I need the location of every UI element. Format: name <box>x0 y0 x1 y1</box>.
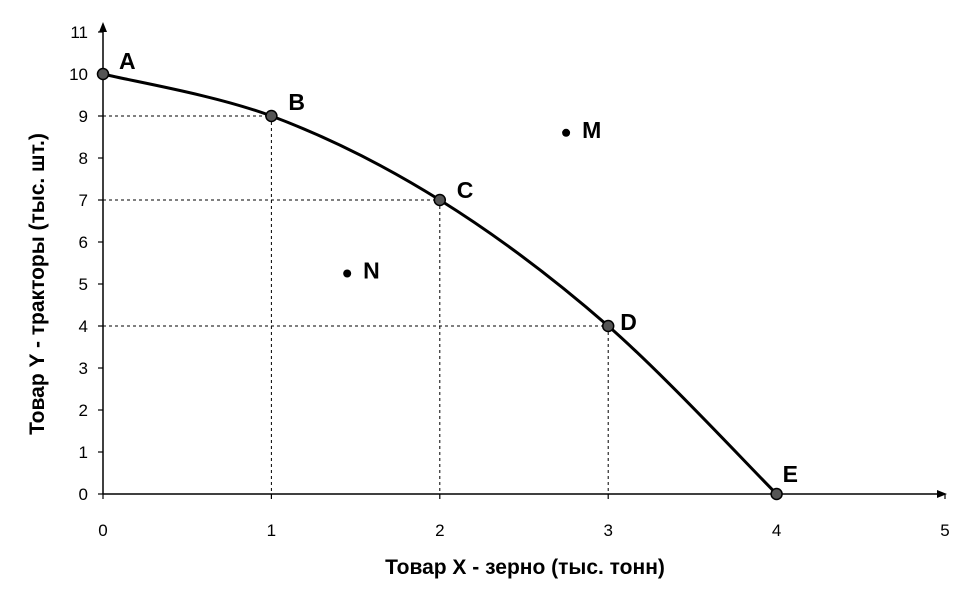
point-n <box>343 269 352 278</box>
y-tick-label: 11 <box>70 23 88 42</box>
extra-points: MN <box>343 117 601 284</box>
y-tick-labels: 0 1 2 3 4 5 6 7 8 9 10 11 <box>69 23 103 504</box>
x-tick-label: 4 <box>772 521 781 540</box>
x-tick-label: 1 <box>267 521 276 540</box>
y-tick-label: 8 <box>79 149 88 168</box>
guide-lines <box>103 115 609 494</box>
x-tick-label: 2 <box>435 521 444 540</box>
point-e <box>770 487 783 501</box>
point-label-a: A <box>119 48 136 74</box>
x-tick-label: 3 <box>603 521 612 540</box>
y-tick-label: 5 <box>79 275 88 294</box>
point-label-b: B <box>288 89 305 115</box>
x-tick-label: 0 <box>98 521 107 540</box>
curve-points: A B C D E <box>96 48 798 501</box>
y-tick-label: 2 <box>79 401 88 420</box>
point-label-d: D <box>620 309 637 335</box>
axes <box>99 22 947 498</box>
y-axis-arrow <box>99 22 107 32</box>
point-c <box>433 193 447 207</box>
point-label-n: N <box>363 258 380 284</box>
point-label-m: M <box>582 117 601 143</box>
x-axis-title: Товар X - зерно (тыс. тонн) <box>385 556 665 579</box>
y-tick-label: 9 <box>79 107 88 126</box>
point-m <box>562 128 571 137</box>
x-tick-label: 5 <box>940 521 949 540</box>
y-tick-label: 0 <box>79 485 88 504</box>
ppf-curve <box>102 72 778 496</box>
point-label-e: E <box>783 461 798 487</box>
point-b <box>265 109 278 123</box>
y-tick-label: 4 <box>79 317 88 336</box>
y-tick-label: 10 <box>69 65 88 84</box>
point-a <box>96 67 110 81</box>
y-tick-label: 1 <box>79 443 88 462</box>
y-axis-title: Товар Y - тракторы (тыс. шт.) <box>26 133 49 435</box>
point-d <box>601 319 615 333</box>
y-tick-label: 3 <box>79 359 88 378</box>
y-tick-label: 7 <box>79 191 88 210</box>
x-axis-arrow <box>937 490 947 498</box>
y-tick-label: 6 <box>79 233 88 252</box>
x-tick-labels: 0 1 2 3 4 5 <box>98 494 950 540</box>
point-label-c: C <box>457 177 474 203</box>
